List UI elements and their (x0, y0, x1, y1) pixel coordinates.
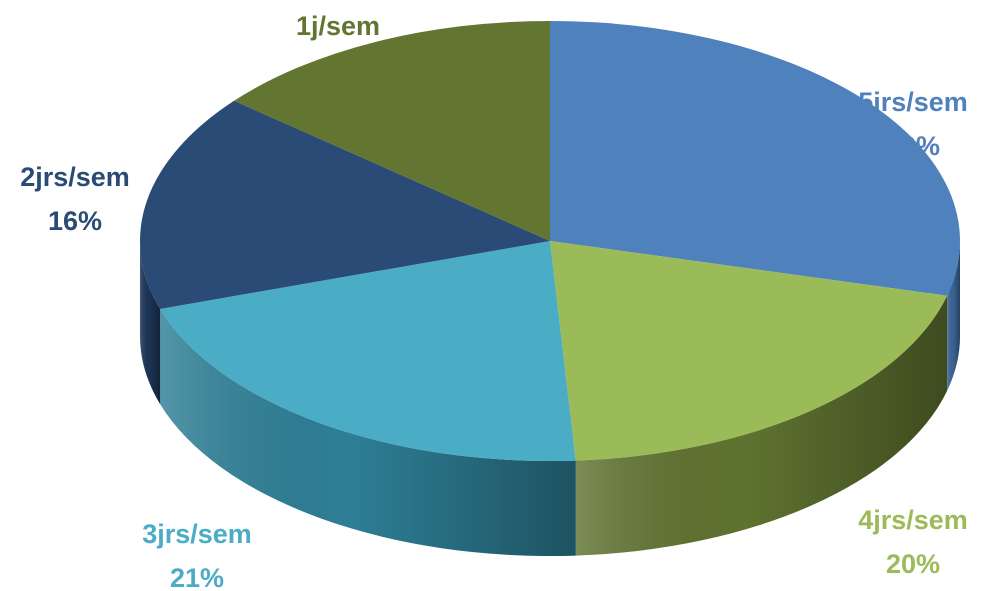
slice-value-5jrs-sem: 29% (886, 131, 940, 161)
pie-tops (140, 21, 960, 461)
slice-side-shade-4jrs-sem (575, 295, 948, 556)
slice-label-1j-sem: 1j/sem 14% (296, 11, 380, 85)
slice-value-1j-sem: 14% (311, 55, 365, 85)
slice-name-1j-sem: 1j/sem (296, 11, 380, 41)
pie-sides (140, 241, 960, 556)
slice-value-2jrs-sem: 16% (48, 206, 102, 236)
slice-side-shade-3jrs-sem (160, 308, 576, 556)
slice-side-shade-5jrs-sem (947, 241, 960, 391)
pie-top-highlight (140, 21, 960, 461)
slice-name-4jrs-sem: 4jrs/sem (858, 505, 968, 535)
slice-label-3jrs-sem: 3jrs/sem 21% (142, 519, 252, 591)
slice-side-shade-2jrs-sem (140, 241, 161, 404)
pie-labels: 5jrs/sem 29% 4jrs/sem 20% 3jrs/sem 21% 2jrs/se… (20, 11, 968, 591)
slice-name-5jrs-sem: 5jrs/sem (858, 87, 968, 117)
slice-name-3jrs-sem: 3jrs/sem (142, 519, 252, 549)
slice-label-4jrs-sem: 4jrs/sem 20% (858, 505, 968, 579)
slice-value-3jrs-sem: 21% (170, 563, 224, 591)
slice-label-2jrs-sem: 2jrs/sem 16% (20, 162, 130, 236)
slice-value-4jrs-sem: 20% (886, 549, 940, 579)
slice-name-2jrs-sem: 2jrs/sem (20, 162, 130, 192)
slice-label-5jrs-sem: 5jrs/sem 29% (858, 87, 968, 161)
